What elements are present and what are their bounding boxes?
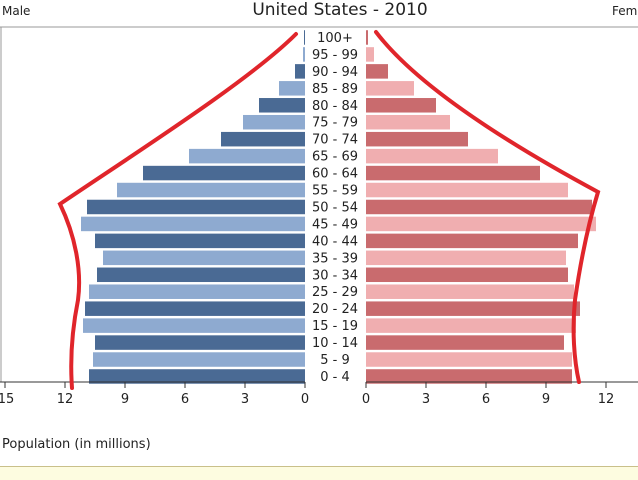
bar-male-19 — [93, 352, 305, 367]
bar-male-8 — [143, 165, 305, 181]
bar-male-18 — [95, 335, 305, 350]
bar-male-14 — [97, 267, 305, 283]
bar-female-2 — [366, 64, 388, 79]
age-group-label-10: 50 - 54 — [312, 200, 358, 215]
bar-female-20 — [366, 369, 572, 384]
bar-male-7 — [189, 148, 305, 164]
bar-female-6 — [366, 131, 468, 147]
bar-male-2 — [295, 64, 305, 79]
bar-male-5 — [243, 114, 305, 130]
bar-female-5 — [366, 114, 450, 130]
bar-female-3 — [366, 81, 414, 96]
bar-female-15 — [366, 284, 574, 299]
x-axis-label: Population (in millions) — [2, 437, 151, 452]
bar-female-10 — [366, 199, 592, 215]
x-tick-label-right-2: 6 — [482, 392, 490, 407]
bar-female-9 — [366, 182, 568, 198]
age-group-label-2: 90 - 94 — [312, 65, 358, 80]
bar-male-15 — [89, 284, 305, 299]
bar-female-4 — [366, 98, 436, 113]
bar-female-11 — [366, 216, 596, 232]
age-group-label-3: 85 - 89 — [312, 82, 358, 97]
chart-title: United States - 2010 — [252, 0, 427, 20]
hand-drawn-outline-right — [374, 30, 601, 384]
age-group-label-12: 40 - 44 — [312, 234, 358, 249]
population-pyramid-chart: United States - 2010 Male Fem 100+95 - 9… — [0, 0, 638, 452]
age-group-label-20: 0 - 4 — [320, 370, 350, 385]
bar-female-13 — [366, 250, 566, 266]
male-label: Male — [2, 4, 30, 18]
bar-male-10 — [87, 199, 305, 215]
bar-female-14 — [366, 267, 568, 283]
bar-male-9 — [117, 182, 305, 198]
age-group-label-19: 5 - 9 — [320, 353, 350, 368]
bar-female-8 — [366, 165, 540, 181]
bar-female-7 — [366, 148, 498, 164]
bar-male-3 — [279, 81, 305, 96]
bar-male-20 — [89, 369, 305, 384]
hand-drawn-outline-left — [57, 32, 298, 390]
x-tick-label-right-3: 9 — [542, 392, 550, 407]
x-tick-label-left-3: 6 — [181, 392, 189, 407]
age-group-label-9: 55 - 59 — [312, 184, 358, 199]
bar-female-19 — [366, 352, 572, 367]
bar-female-0 — [366, 30, 368, 45]
bar-male-11 — [81, 216, 305, 232]
age-group-label-6: 70 - 74 — [312, 133, 358, 148]
bar-female-1 — [366, 47, 374, 62]
age-group-label-14: 30 - 34 — [312, 268, 358, 283]
age-group-label-8: 60 - 64 — [312, 167, 358, 182]
x-tick-label-left-0: 15 — [0, 392, 14, 407]
bar-male-12 — [95, 233, 305, 249]
bar-male-1 — [303, 47, 305, 62]
bar-male-6 — [221, 131, 305, 147]
age-group-label-16: 20 - 24 — [312, 302, 358, 317]
age-group-label-11: 45 - 49 — [312, 217, 358, 232]
x-tick-label-left-1: 12 — [57, 392, 74, 407]
female-label: Fem — [612, 4, 637, 18]
bottom-band — [0, 466, 638, 480]
x-tick-label-left-5: 0 — [301, 392, 309, 407]
age-group-label-18: 10 - 14 — [312, 336, 358, 351]
bar-male-0 — [304, 30, 305, 45]
age-group-label-13: 35 - 39 — [312, 251, 358, 266]
x-tick-label-right-0: 0 — [362, 392, 370, 407]
bar-male-4 — [259, 98, 305, 113]
bar-male-13 — [103, 250, 305, 266]
age-group-label-15: 25 - 29 — [312, 285, 358, 300]
bar-female-17 — [366, 318, 576, 333]
age-group-label-1: 95 - 99 — [312, 48, 358, 63]
x-tick-label-right-4: 12 — [598, 392, 615, 407]
bar-female-12 — [366, 233, 578, 249]
bar-male-17 — [83, 318, 305, 333]
bar-female-18 — [366, 335, 564, 350]
bar-male-16 — [85, 301, 305, 316]
age-group-label-5: 75 - 79 — [312, 116, 358, 131]
age-group-label-17: 15 - 19 — [312, 319, 358, 334]
age-group-label-0: 100+ — [317, 31, 353, 46]
x-tick-label-left-2: 9 — [121, 392, 129, 407]
x-tick-label-right-1: 3 — [422, 392, 430, 407]
age-group-label-7: 65 - 69 — [312, 150, 358, 165]
bar-female-16 — [366, 301, 580, 316]
x-tick-label-left-4: 3 — [241, 392, 249, 407]
age-group-label-4: 80 - 84 — [312, 99, 358, 114]
